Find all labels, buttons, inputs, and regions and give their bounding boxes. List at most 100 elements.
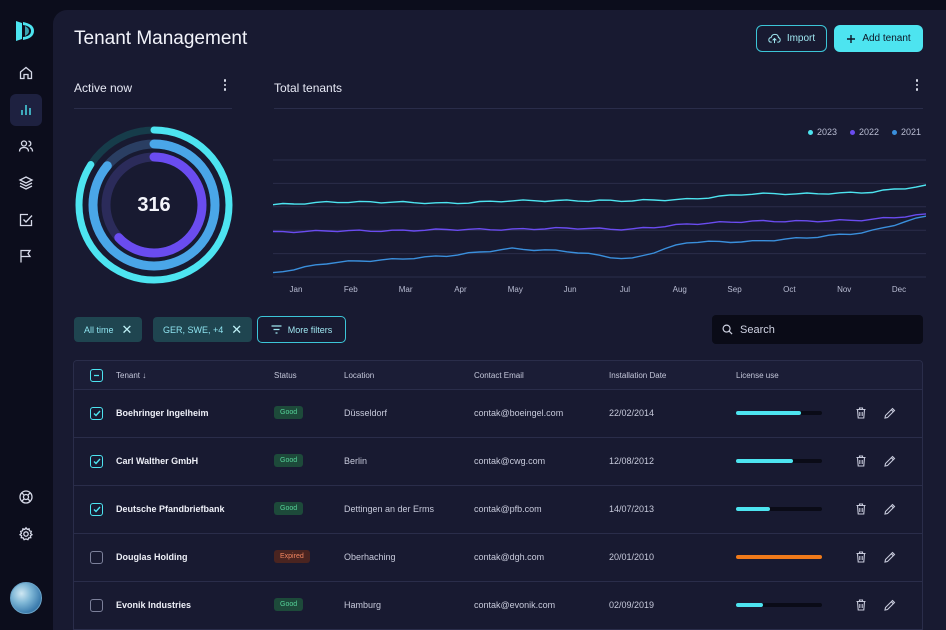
- active-now-divider: [74, 108, 232, 109]
- filter-chip-time-label: All time: [84, 324, 114, 335]
- row-checkbox[interactable]: [90, 551, 103, 564]
- nav-support[interactable]: [10, 481, 42, 513]
- add-tenant-button[interactable]: Add tenant: [834, 25, 923, 52]
- tenant-location: Oberhaching: [344, 552, 396, 562]
- trash-icon[interactable]: [854, 550, 868, 564]
- x-tick-label: Jul: [620, 285, 630, 294]
- tenant-email: contak@dgh.com: [474, 552, 545, 562]
- filter-chip-location[interactable]: GER, SWE, +4 ✕: [153, 317, 253, 342]
- nav-reports[interactable]: [10, 240, 42, 272]
- search-icon: [722, 324, 733, 335]
- home-icon: [19, 66, 33, 80]
- ring-middle: [88, 139, 220, 271]
- gear-icon: [18, 526, 34, 541]
- pencil-icon[interactable]: [883, 502, 897, 516]
- nav-users[interactable]: [10, 130, 42, 162]
- pencil-icon[interactable]: [883, 550, 897, 564]
- total-tenants-menu-icon[interactable]: [911, 77, 923, 93]
- trash-icon[interactable]: [854, 454, 868, 468]
- nav-settings[interactable]: [10, 518, 42, 550]
- license-bar: [736, 603, 822, 607]
- tenant-location: Berlin: [344, 456, 368, 466]
- page-title: Tenant Management: [74, 28, 248, 49]
- col-tenant[interactable]: Tenant ↓: [116, 371, 147, 380]
- nav-tasks[interactable]: [10, 204, 42, 236]
- add-tenant-label: Add tenant: [862, 33, 911, 44]
- select-all-checkbox[interactable]: [90, 369, 103, 382]
- tenant-name[interactable]: Boehringer Ingelheim: [116, 408, 209, 418]
- logo-icon: [16, 21, 34, 41]
- row-checkbox[interactable]: [90, 599, 103, 612]
- tenant-name[interactable]: Carl Walther GmbH: [116, 456, 199, 466]
- close-icon[interactable]: ✕: [121, 322, 133, 337]
- table-row[interactable]: Boehringer Ingelheim Good Düsseldorf contak…: [74, 390, 922, 438]
- nav-analytics[interactable]: [10, 94, 42, 126]
- filter-icon: [271, 325, 282, 334]
- pencil-icon[interactable]: [883, 406, 897, 420]
- installation-date: 12/08/2012: [609, 456, 655, 466]
- nav-layers[interactable]: [10, 167, 42, 199]
- tenant-name[interactable]: Deutsche Pfandbriefbank: [116, 504, 225, 514]
- x-tick-label: Jan: [290, 285, 303, 294]
- avatar[interactable]: [10, 582, 42, 614]
- bar-chart-icon: [21, 105, 31, 115]
- import-label: Import: [786, 33, 816, 44]
- tenant-name[interactable]: Douglas Holding: [116, 552, 188, 562]
- col-license-use: License use: [736, 371, 779, 380]
- total-tenants-title: Total tenants: [274, 81, 343, 95]
- search-box[interactable]: [712, 315, 923, 344]
- installation-date: 20/01/2010: [609, 552, 655, 562]
- status-badge: Good: [274, 598, 304, 611]
- import-button[interactable]: Import: [756, 25, 827, 52]
- active-now-menu-icon[interactable]: [219, 77, 231, 93]
- main-panel: Tenant Management Import Add tenant Acti…: [53, 10, 946, 630]
- arrow-down-icon: ↓: [142, 371, 147, 380]
- legend-2023-label: 2023: [817, 127, 838, 137]
- license-bar-fill: [736, 459, 793, 463]
- installation-date: 14/07/2013: [609, 504, 655, 514]
- active-now-value: 316: [137, 193, 171, 216]
- legend-2021-label: 2021: [901, 127, 922, 137]
- row-checkbox[interactable]: [90, 455, 103, 468]
- installation-date: 02/09/2019: [609, 600, 655, 610]
- col-installation-date: Installation Date: [609, 371, 667, 380]
- filter-chip-time[interactable]: All time ✕: [74, 317, 143, 342]
- sidebar: [0, 0, 53, 630]
- total-tenants-divider: [274, 108, 923, 109]
- ring-inner: [101, 152, 207, 258]
- table-row[interactable]: Evonik Industries Good Hamburg contak@evoni…: [74, 582, 922, 630]
- pencil-icon[interactable]: [883, 454, 897, 468]
- table-row[interactable]: Douglas Holding Expired Oberhaching contak@…: [74, 534, 922, 582]
- row-checkbox[interactable]: [90, 503, 103, 516]
- table-row[interactable]: Carl Walther GmbH Good Berlin contak@cwg.co…: [74, 438, 922, 486]
- license-bar: [736, 555, 822, 559]
- status-badge: Expired: [274, 550, 310, 563]
- x-tick-label: Nov: [837, 285, 851, 294]
- legend-2023: 2023: [808, 127, 837, 137]
- x-tick-label: Jun: [564, 285, 577, 294]
- status-badge: Good: [274, 502, 304, 515]
- support-icon: [19, 490, 33, 504]
- tenant-name[interactable]: Evonik Industries: [116, 600, 192, 610]
- close-icon[interactable]: ✕: [231, 322, 243, 337]
- trash-icon[interactable]: [854, 406, 868, 420]
- series-line-2023: [273, 184, 926, 206]
- tenant-email: contak@pfb.com: [474, 504, 542, 514]
- trash-icon[interactable]: [854, 502, 868, 516]
- users-icon: [18, 140, 34, 152]
- legend-2021: 2021: [892, 127, 921, 137]
- x-tick-label: Mar: [399, 285, 413, 294]
- more-filters-button[interactable]: More filters: [257, 316, 346, 343]
- search-input[interactable]: [740, 323, 900, 336]
- col-location: Location: [344, 371, 375, 380]
- pencil-icon[interactable]: [883, 598, 897, 612]
- row-checkbox[interactable]: [90, 407, 103, 420]
- ring-outer: [75, 126, 233, 284]
- trash-icon[interactable]: [854, 598, 868, 612]
- filter-chip-location-label: GER, SWE, +4: [163, 324, 224, 335]
- nav-home[interactable]: [10, 57, 42, 89]
- total-tenants-chart: Jan Feb Mar Apr May Jun Jul Aug Sep Oct Nov Dec: [273, 159, 926, 294]
- table-row[interactable]: Deutsche Pfandbriefbank Good Dettingen an …: [74, 486, 922, 534]
- legend-2022: 2022: [850, 127, 879, 137]
- series-line-2021: [273, 215, 926, 274]
